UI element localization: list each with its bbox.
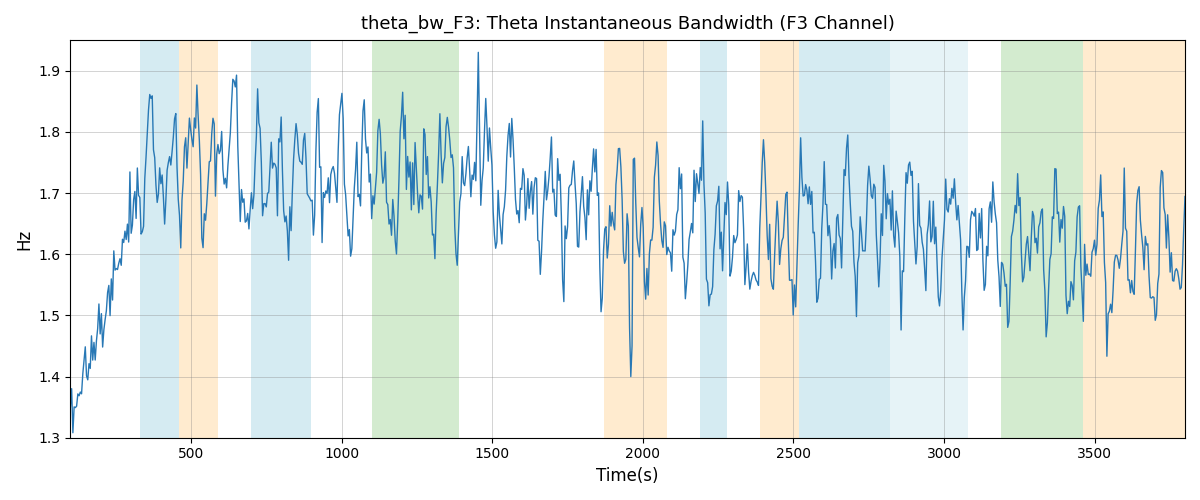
Bar	[799, 40, 889, 438]
Title: theta_bw_F3: Theta Instantaneous Bandwidth (F3 Channel): theta_bw_F3: Theta Instantaneous Bandwid…	[361, 15, 895, 34]
Bar	[139, 40, 179, 438]
Bar	[700, 40, 727, 438]
Bar	[889, 40, 968, 438]
Bar	[179, 40, 218, 438]
X-axis label: Time(s): Time(s)	[596, 467, 659, 485]
Bar	[251, 40, 311, 438]
Y-axis label: Hz: Hz	[14, 228, 32, 250]
Bar	[1001, 40, 1082, 438]
Bar	[1082, 40, 1186, 438]
Bar	[761, 40, 799, 438]
Bar	[372, 40, 460, 438]
Bar	[604, 40, 667, 438]
